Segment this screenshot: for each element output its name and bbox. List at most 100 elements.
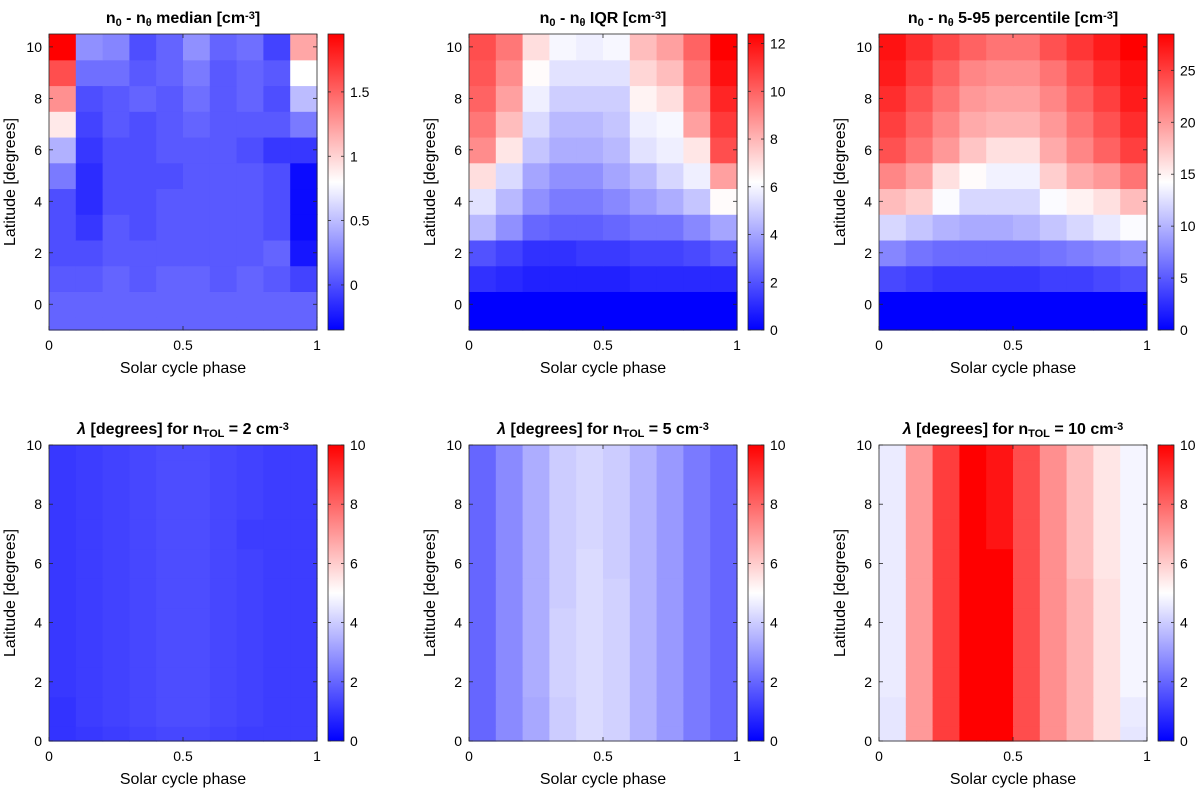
x-tick-label: 0.5 xyxy=(1003,748,1023,764)
heatmap-cell xyxy=(879,578,907,609)
chart-title: λ [degrees] for nTOL = 5 cm-3 xyxy=(496,421,709,441)
heatmap-cell xyxy=(49,578,77,609)
heatmap-cell xyxy=(263,162,291,190)
title-segment: n xyxy=(540,10,550,27)
heatmap-cell xyxy=(932,85,960,112)
heatmap-cell xyxy=(656,667,684,698)
heatmap-cell xyxy=(603,459,631,490)
heatmap-cell xyxy=(576,188,604,215)
heatmap-cell xyxy=(263,136,291,164)
heatmap-cell xyxy=(549,696,577,727)
heatmap-cell xyxy=(75,317,104,331)
heatmap-cell xyxy=(49,59,77,87)
heatmap-cell xyxy=(1066,459,1094,490)
heatmap-cell xyxy=(129,136,157,164)
heatmap-cell xyxy=(549,667,577,698)
heatmap-cell xyxy=(183,667,211,698)
heatmap-cell xyxy=(49,445,77,461)
heatmap-cell xyxy=(183,548,211,579)
heatmap-cell xyxy=(209,489,238,520)
heatmap-cell xyxy=(603,265,631,292)
heatmap-cell xyxy=(1120,519,1148,550)
heatmap-cell xyxy=(1013,162,1041,190)
heatmap-cell xyxy=(1066,291,1094,331)
heatmap-cell xyxy=(522,548,550,579)
heatmap-cell xyxy=(49,214,77,241)
heatmap-cell xyxy=(209,214,238,241)
heatmap-cell xyxy=(549,188,577,215)
heatmap-cell xyxy=(1093,188,1121,215)
colorbar-tick-label: 25 xyxy=(1180,62,1196,78)
heatmap-cell xyxy=(209,696,238,727)
heatmap-cell xyxy=(183,696,211,727)
heatmap-cell xyxy=(629,459,658,490)
heatmap-cell xyxy=(183,214,211,241)
heatmap-cell xyxy=(290,445,318,461)
heatmap-cell xyxy=(986,239,1014,267)
heatmap-cell xyxy=(49,85,77,112)
heatmap-cell xyxy=(209,34,238,61)
heatmap-cell xyxy=(183,519,211,550)
heatmap-cell xyxy=(603,188,631,215)
title-segment: TOL xyxy=(1028,428,1050,440)
heatmap-cell xyxy=(495,667,524,698)
colorbar-tick-label: 6 xyxy=(350,555,358,571)
colorbar-tick-label: 6 xyxy=(1180,555,1188,571)
heatmap-cell xyxy=(49,188,77,215)
heatmap-cell xyxy=(469,291,497,331)
heatmap-cell xyxy=(683,188,711,215)
heatmap-cells xyxy=(49,445,318,742)
heatmap-cell xyxy=(102,214,130,241)
heatmap-cell xyxy=(986,696,1014,727)
heatmap-cell xyxy=(209,239,238,267)
heatmap-cell xyxy=(209,637,238,668)
heatmap-cell xyxy=(549,291,577,331)
heatmap-cell xyxy=(495,239,524,267)
title-segment: = 5 cm xyxy=(644,421,699,438)
heatmap-cell xyxy=(879,726,907,742)
x-tick-label: 0 xyxy=(45,748,53,764)
heatmap-cell xyxy=(183,637,211,668)
heatmap-cell xyxy=(263,726,291,742)
heatmap-cell xyxy=(263,85,291,112)
heatmap-cell xyxy=(932,519,960,550)
heatmap-cell xyxy=(549,607,577,638)
heatmap-cell xyxy=(290,214,318,241)
heatmap-cell xyxy=(656,59,684,87)
heatmap-cell xyxy=(75,578,104,609)
heatmap-cell xyxy=(129,162,157,190)
heatmap-cell xyxy=(469,519,497,550)
heatmap-cell xyxy=(1093,59,1121,87)
heatmap-cell xyxy=(236,667,264,698)
heatmap-cell xyxy=(879,111,907,138)
heatmap-cell xyxy=(549,34,577,61)
heatmap-cell xyxy=(986,85,1014,112)
heatmap-cell xyxy=(129,445,157,461)
heatmap-cell xyxy=(1066,59,1094,87)
heatmap-cell xyxy=(603,239,631,267)
heatmap-cell xyxy=(75,34,104,61)
heatmap-cell xyxy=(263,607,291,638)
heatmap-cell xyxy=(102,696,130,727)
heatmap-cell xyxy=(129,667,157,698)
heatmap-cell xyxy=(549,136,577,164)
heatmap-cell xyxy=(102,459,130,490)
heatmap-cell xyxy=(986,548,1014,579)
heatmap-cell xyxy=(522,667,550,698)
heatmap-cell xyxy=(236,317,264,331)
heatmap-cell xyxy=(183,317,211,331)
heatmap-cell xyxy=(932,607,960,638)
heatmap-cell xyxy=(1066,726,1094,742)
heatmap-cell xyxy=(522,607,550,638)
heatmap-cell xyxy=(656,239,684,267)
heatmap-cell xyxy=(290,59,318,87)
heatmap-cell xyxy=(986,489,1014,520)
heatmap-cell xyxy=(156,696,184,727)
heatmap-cell xyxy=(75,162,104,190)
heatmap-cell xyxy=(1066,489,1094,520)
colorbar-tick-label: 0 xyxy=(1180,733,1188,749)
heatmap-cell xyxy=(959,667,987,698)
x-tick-label: 0.5 xyxy=(173,337,193,353)
heatmap-cell xyxy=(629,696,658,727)
heatmap-cell xyxy=(905,239,934,267)
